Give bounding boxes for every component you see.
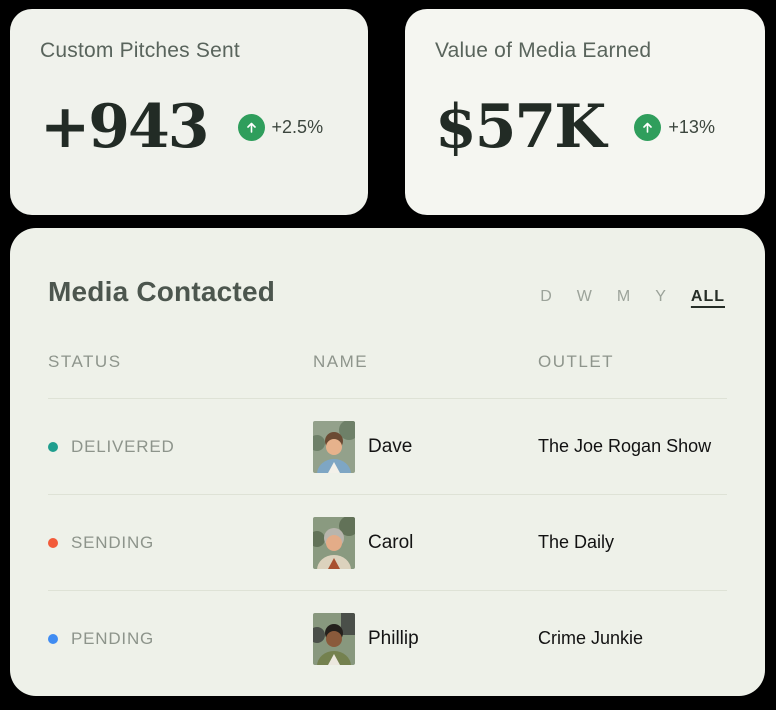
stat-value-row: +943 +2.5% bbox=[40, 97, 338, 157]
trend-delta: +13% bbox=[668, 116, 715, 137]
status-label: SENDING bbox=[71, 532, 155, 552]
stat-card-media-value: Value of Media Earned $57K +13% bbox=[405, 9, 765, 215]
table-column-headers: STATUS NAME OUTLET bbox=[48, 352, 727, 399]
name-cell: Dave bbox=[313, 420, 538, 473]
table-row[interactable]: SENDING Carol The Daily bbox=[48, 495, 727, 591]
status-label: PENDING bbox=[71, 628, 155, 648]
stat-card-custom-pitches: Custom Pitches Sent +943 +2.5% bbox=[10, 9, 368, 215]
arrow-up-circle-icon bbox=[634, 113, 662, 141]
person-name: Carol bbox=[368, 531, 414, 553]
time-filter-group: D W M Y ALL bbox=[540, 288, 727, 306]
outlet-name: The Daily bbox=[538, 532, 615, 552]
avatar bbox=[313, 516, 355, 569]
status-cell: DELIVERED bbox=[48, 437, 313, 457]
status-cell: SENDING bbox=[48, 533, 313, 553]
avatar bbox=[313, 612, 355, 665]
column-header-name: NAME bbox=[313, 352, 369, 371]
outlet-name: The Joe Rogan Show bbox=[538, 436, 712, 456]
person-name: Phillip bbox=[368, 627, 419, 649]
stat-value: $57K bbox=[435, 92, 606, 162]
media-table-title: Media Contacted bbox=[48, 276, 276, 307]
trend-badge: +2.5% bbox=[237, 113, 324, 141]
filter-year[interactable]: Y bbox=[655, 288, 667, 305]
stat-value: +943 bbox=[40, 92, 210, 162]
trend-delta: +2.5% bbox=[271, 116, 324, 137]
status-dot bbox=[48, 537, 58, 548]
stat-card-title: Custom Pitches Sent bbox=[40, 39, 240, 62]
column-header-outlet: OUTLET bbox=[538, 352, 615, 371]
arrow-up-circle-icon bbox=[237, 113, 265, 141]
table-row[interactable]: DELIVERED Dave The Joe Rogan Show bbox=[48, 399, 727, 495]
table-header-bar: Media Contacted D W M Y ALL bbox=[48, 276, 727, 308]
stat-card-title: Value of Media Earned bbox=[435, 39, 652, 62]
filter-week[interactable]: W bbox=[576, 288, 593, 305]
avatar bbox=[313, 420, 355, 473]
status-cell: PENDING bbox=[48, 629, 313, 649]
filter-month[interactable]: M bbox=[616, 288, 632, 305]
outlet-name: Crime Junkie bbox=[538, 628, 644, 648]
filter-day[interactable]: D bbox=[540, 288, 553, 305]
stat-value-row: $57K +13% bbox=[435, 97, 735, 157]
table-row[interactable]: PENDING Phillip Crime Junkie bbox=[48, 591, 727, 686]
filter-all[interactable]: ALL bbox=[690, 288, 725, 305]
name-cell: Phillip bbox=[313, 612, 538, 665]
name-cell: Carol bbox=[313, 516, 538, 569]
person-name: Dave bbox=[368, 435, 413, 457]
media-contacted-card: Media Contacted D W M Y ALL STATUS NAME … bbox=[10, 228, 765, 696]
status-dot bbox=[48, 633, 58, 644]
status-label: DELIVERED bbox=[71, 436, 175, 456]
column-header-status: STATUS bbox=[48, 352, 122, 371]
status-dot bbox=[48, 441, 58, 452]
trend-badge: +13% bbox=[634, 113, 715, 141]
